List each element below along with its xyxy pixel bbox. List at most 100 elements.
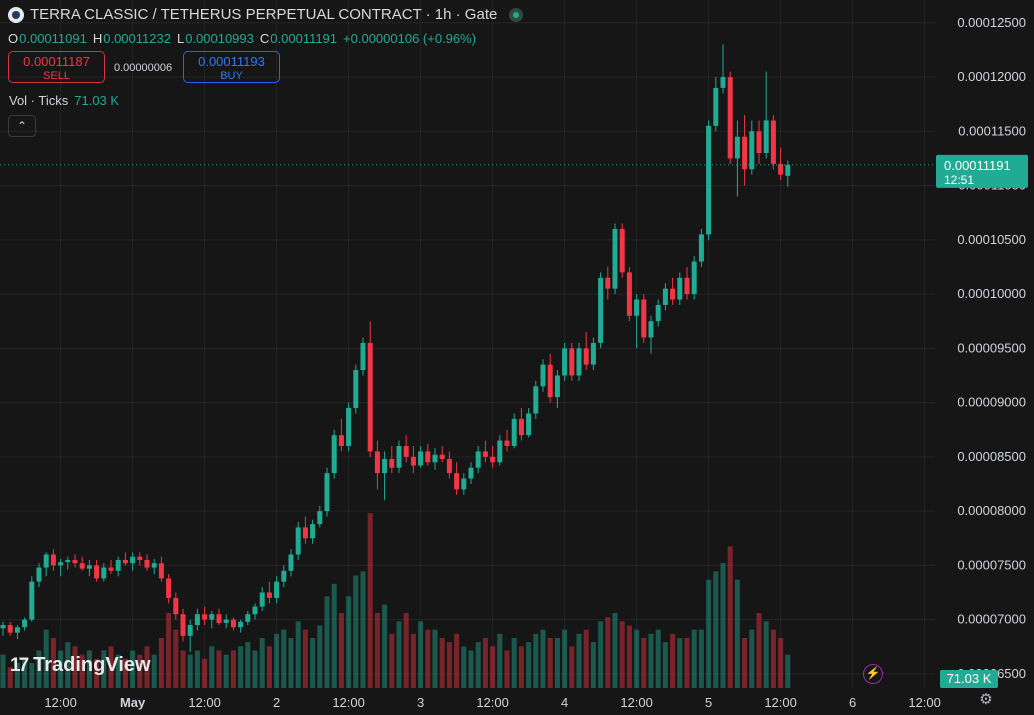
candle-body (734, 136, 740, 159)
y-tick-label: 0.00012500 (957, 15, 1026, 30)
volume-bar (504, 650, 510, 688)
volume-bar (29, 663, 35, 688)
buy-button[interactable]: 0.00011193 BUY (183, 51, 280, 83)
volume-bar (756, 613, 762, 688)
ohlc-open-value: 0.00011091 (19, 31, 87, 46)
volume-bar (194, 650, 200, 688)
volume-bar (166, 613, 172, 688)
volume-bar (670, 633, 676, 688)
lightning-icon[interactable]: ⚡ (863, 664, 883, 684)
candle-body (439, 454, 445, 460)
volume-bar (475, 642, 481, 688)
volume-bar (187, 654, 193, 688)
volume-bar (79, 654, 85, 688)
volume-bar (770, 629, 776, 688)
candle-body (648, 321, 654, 338)
x-tick-label: 3 (417, 695, 424, 710)
y-tick-label: 0.00010500 (957, 232, 1026, 247)
tradingview-logo[interactable]: 17 TradingView (10, 654, 151, 677)
candle-body (7, 625, 13, 633)
candle-body (144, 559, 150, 568)
volume-bar (302, 629, 308, 688)
candle-body (288, 554, 294, 571)
candle-body (266, 592, 272, 598)
sell-price: 0.00011187 (23, 54, 90, 69)
price-change: +0.00000106 (+0.96%) (343, 31, 477, 46)
symbol-title[interactable]: TERRA CLASSIC / TETHERUS PERPETUAL CONTR… (30, 6, 498, 23)
volume-bar (662, 642, 668, 688)
candle-body (562, 348, 568, 376)
volume-bar (115, 654, 121, 688)
volume-bar (43, 629, 49, 688)
volume-bar (713, 571, 719, 688)
volume-bar (648, 633, 654, 688)
volume-bar (58, 650, 64, 688)
candle-body (173, 597, 179, 615)
volume-bar (590, 642, 596, 688)
candle-body (137, 556, 143, 560)
candle-body (533, 386, 539, 414)
volume-bar (209, 646, 215, 688)
sell-button[interactable]: 0.00011187 SELL (8, 51, 105, 83)
candle-body (576, 348, 582, 376)
volume-bar (763, 621, 769, 688)
ohlc-close-key: C (259, 31, 270, 46)
volume-bar (533, 633, 539, 688)
volume-bar (230, 650, 236, 688)
buy-price: 0.00011193 (198, 54, 265, 69)
y-tick-label: 0.00007000 (957, 612, 1026, 627)
volume-bar (353, 575, 359, 688)
candle-body (706, 125, 712, 235)
candle-body (324, 473, 330, 512)
volume-bar (382, 604, 388, 688)
candle-body (295, 527, 301, 555)
candle-body (526, 413, 532, 436)
last-price-value: 0.00011191 (944, 158, 1011, 173)
gear-icon[interactable]: ⚙ (979, 691, 993, 708)
volume-bar (108, 646, 114, 688)
y-tick-label: 0.00010000 (957, 286, 1026, 301)
x-tick-label: 5 (705, 695, 712, 710)
volume-bar (655, 629, 661, 688)
volume-bar (734, 579, 740, 688)
candle-body (626, 272, 632, 316)
candle-body (22, 619, 28, 628)
candle-body (677, 277, 683, 300)
candle-body (245, 614, 251, 622)
candle-body (108, 567, 114, 571)
candle-body (338, 435, 344, 447)
volume-bar (14, 663, 20, 688)
candle-body (720, 77, 726, 88)
candle-body (749, 131, 755, 170)
candle-body (374, 451, 380, 474)
volume-bar (324, 596, 330, 688)
last-price-label-box (936, 154, 1028, 188)
volume-legend[interactable]: Vol · Ticks 71.03 K (9, 93, 119, 108)
volume-bar (598, 621, 604, 688)
volume-bar (461, 646, 467, 688)
y-tick-label: 0.00012000 (957, 69, 1026, 84)
candle-body (511, 418, 517, 447)
x-tick-label: 12:00 (188, 695, 221, 710)
volume-legend-value: 71.03 K (74, 93, 120, 108)
collapse-legend-button[interactable]: ⌃ (8, 115, 36, 137)
buy-label: BUY (220, 70, 243, 82)
market-open-status-icon[interactable] (509, 7, 524, 22)
candle-body (367, 342, 373, 452)
candle-body (50, 554, 56, 566)
candle-body (202, 614, 208, 620)
volume-bar (583, 629, 589, 688)
candle-body (497, 440, 503, 463)
candle-body (641, 299, 647, 338)
volume-bar (367, 513, 373, 688)
volume-bar (576, 633, 582, 688)
volume-bar (727, 546, 733, 688)
tradingview-wordmark: TradingView (33, 654, 151, 676)
candle-body (166, 578, 172, 598)
candle-body (389, 459, 395, 468)
volume-bar (130, 650, 136, 688)
y-tick-label: 0.00007500 (957, 557, 1026, 572)
candle-body (763, 120, 769, 154)
